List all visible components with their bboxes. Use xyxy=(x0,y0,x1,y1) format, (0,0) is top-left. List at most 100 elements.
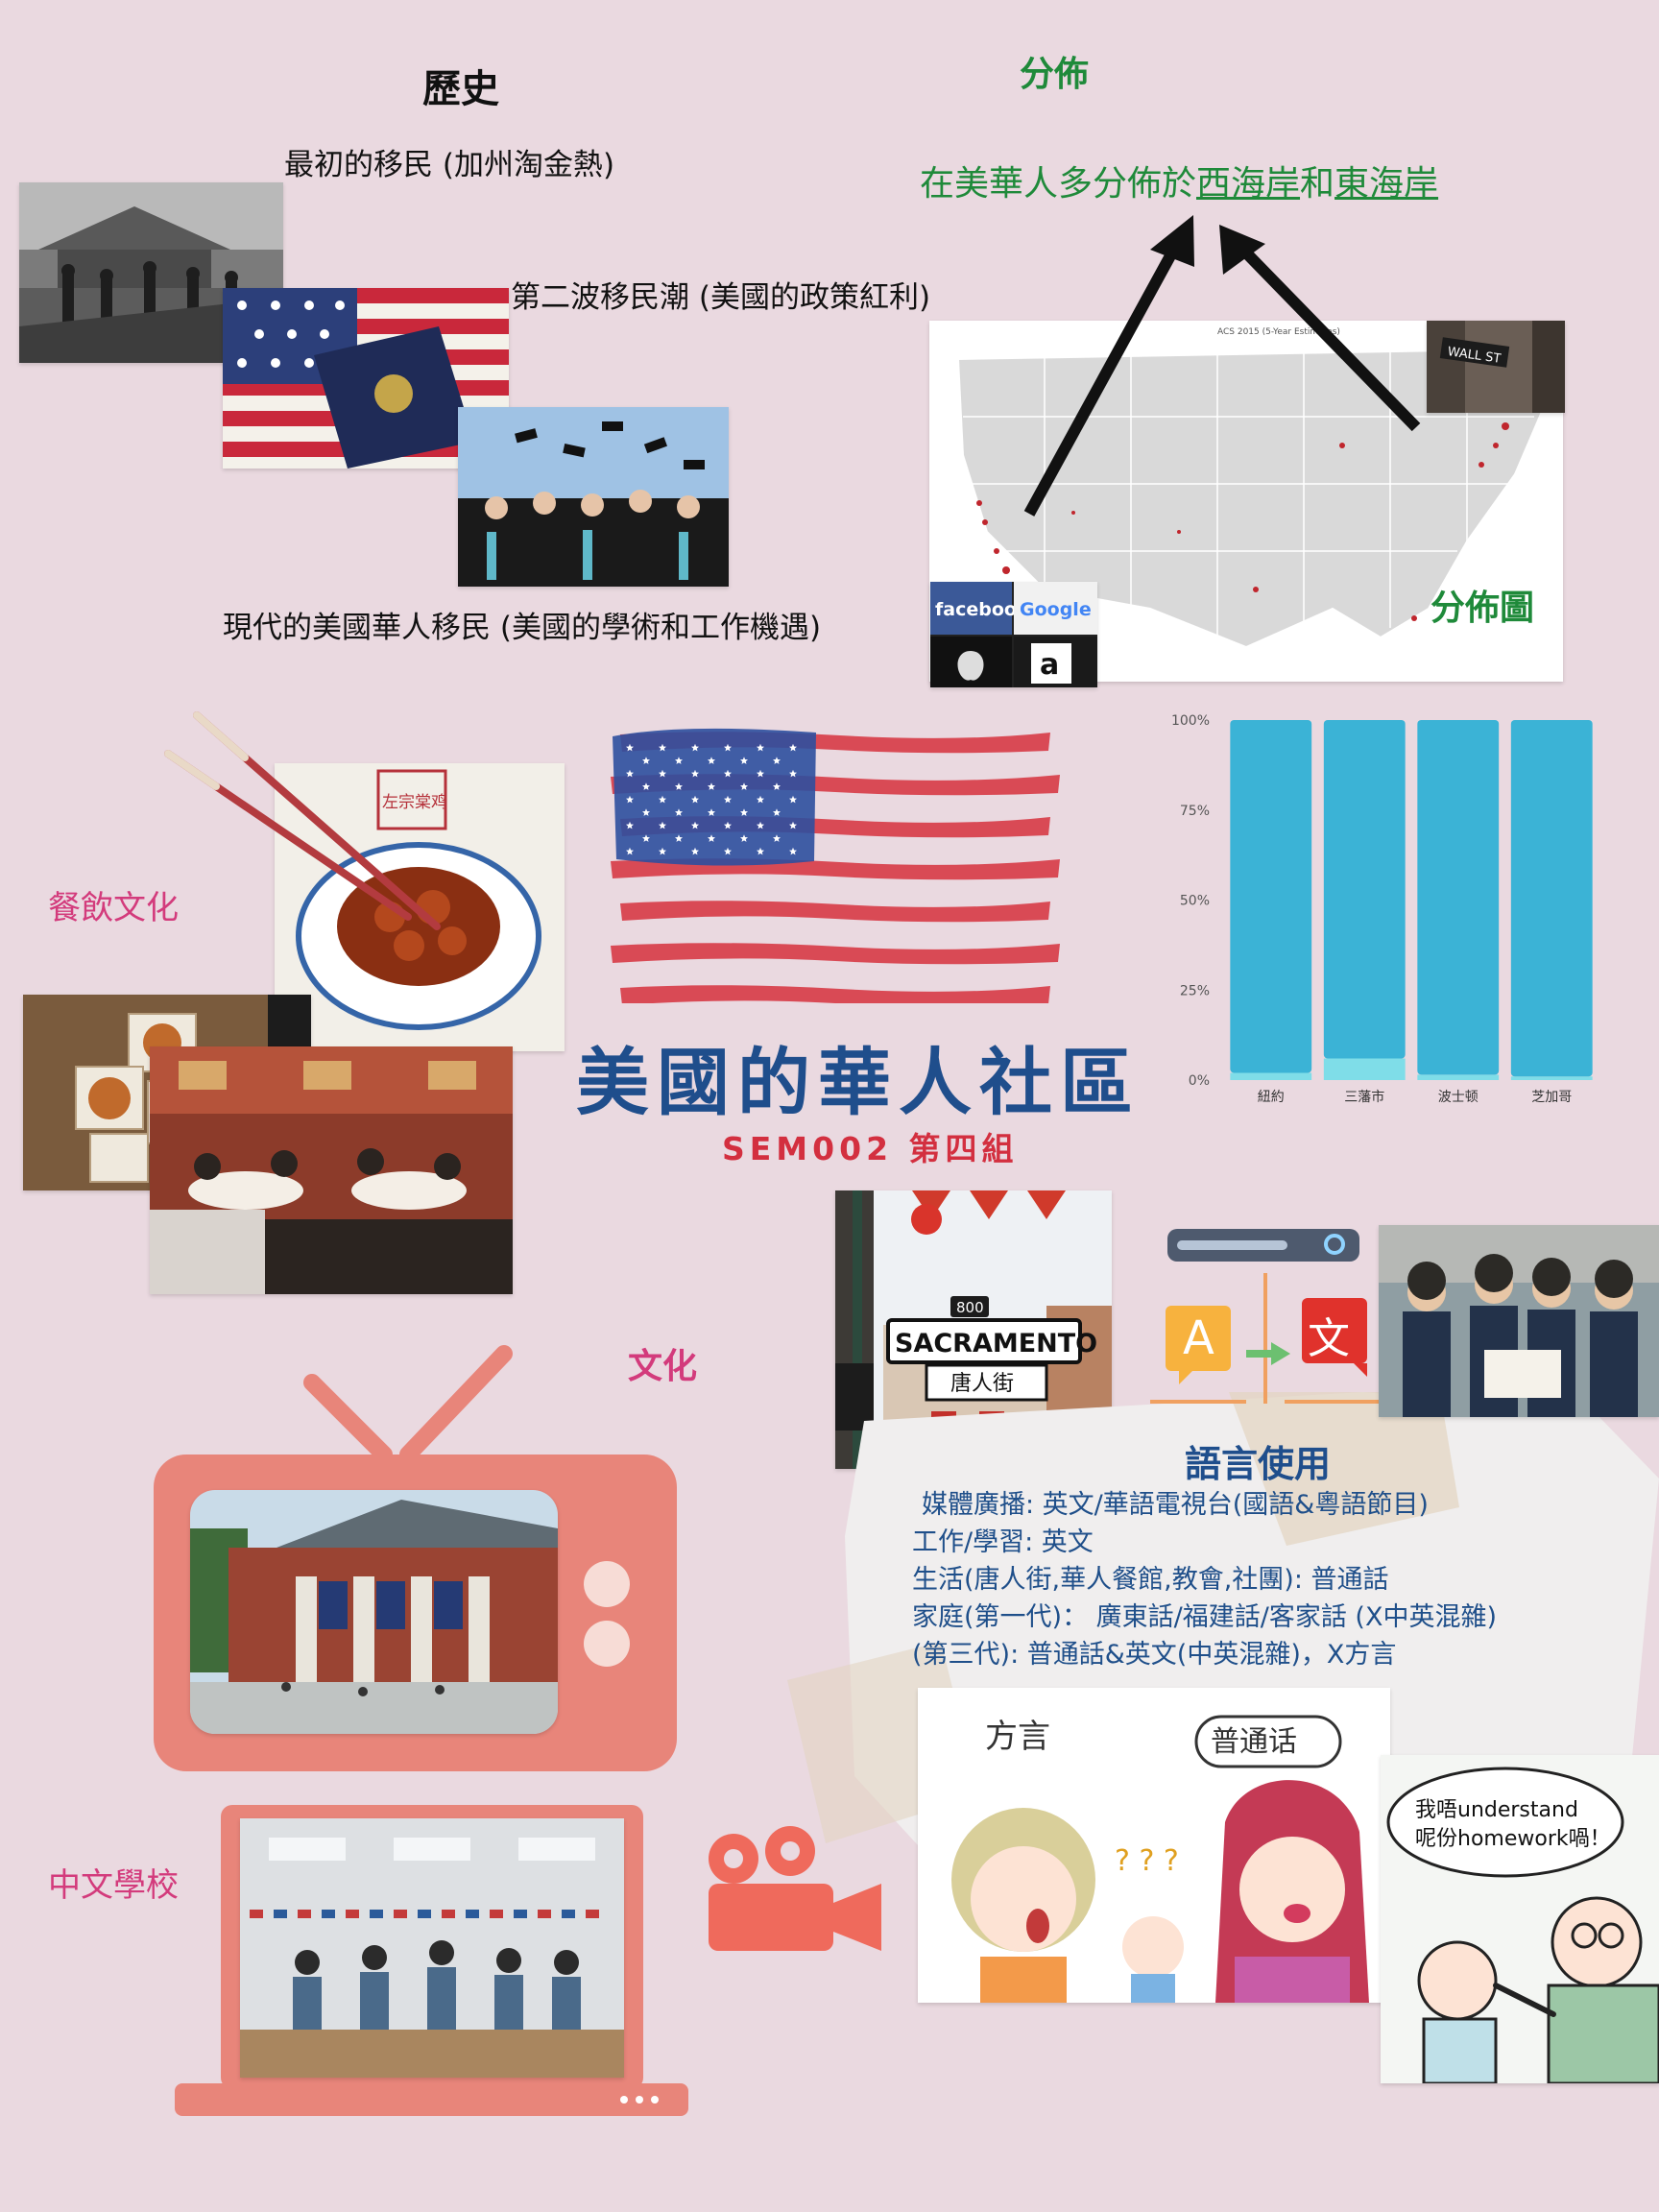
bar-segment xyxy=(1230,720,1312,1073)
flag-star xyxy=(675,834,683,842)
x-category-label: 三藩市 xyxy=(1344,1089,1384,1105)
flag-star xyxy=(724,821,732,830)
flag-star xyxy=(708,782,715,790)
flag-star xyxy=(642,782,650,790)
bar-segment xyxy=(1510,1076,1593,1080)
subtitle: SEM002 第四組 xyxy=(722,1130,1019,1167)
y-tick-label: 100% xyxy=(1171,713,1210,729)
language-heading: 語言使用 xyxy=(1185,1443,1332,1485)
history-wave1-label: 最初的移民 (加州淘金熱) xyxy=(284,148,615,182)
culture-heading: 文化 xyxy=(628,1347,698,1386)
y-tick-label: 75% xyxy=(1180,804,1210,819)
flag-star xyxy=(757,743,764,752)
flag-star xyxy=(626,743,634,752)
flag-star xyxy=(659,743,666,752)
language-lines: 媒體廣播: 英文/華語電視台(國語&粵語節目) 工作/學習: 英文 生活(唐人街… xyxy=(912,1486,1497,1673)
banquet-hall-photo xyxy=(150,1046,513,1294)
distribution-heading: 分佈 xyxy=(1020,55,1090,94)
flag-red-stripe xyxy=(620,901,1050,923)
facebook-logo-text: facebook xyxy=(935,599,1029,620)
language-line-life: 生活(唐人街,華人餐館,教會,社團): 普通話 xyxy=(912,1565,1389,1595)
flag-star xyxy=(675,782,683,790)
language-line-family-first: 家庭(第一代)： 廣東話/福建話/客家話 (X中英混雜) xyxy=(912,1602,1497,1632)
flag-star xyxy=(740,757,748,764)
flag-star xyxy=(659,821,666,830)
flag-star xyxy=(691,743,699,752)
flag-star xyxy=(724,743,732,752)
svg-text:? ? ?: ? ? ? xyxy=(1115,1844,1179,1878)
flag-star xyxy=(626,795,634,804)
flag-star xyxy=(642,834,650,842)
chinese-school-classroom-photo xyxy=(240,1818,624,2078)
wall-street-photo: WALL ST xyxy=(1427,321,1565,413)
map-label: 分佈圖 xyxy=(1431,589,1535,628)
east-coast-label: 東海岸 xyxy=(1334,164,1439,204)
bar-segment xyxy=(1230,1072,1312,1080)
language-line-media: 媒體廣播: 英文/華語電視台(國語&粵語節目) xyxy=(922,1490,1429,1520)
community-building-photo xyxy=(190,1490,558,1734)
flag-star xyxy=(724,847,732,855)
flag-star xyxy=(740,834,748,842)
flag-star xyxy=(659,795,666,804)
flag-star xyxy=(642,808,650,816)
food-heading: 餐飲文化 xyxy=(48,889,179,927)
quote-line1-text: 我唔understand xyxy=(1415,1798,1578,1822)
flag-star xyxy=(789,821,797,830)
y-tick-label: 50% xyxy=(1180,894,1210,909)
distribution-text-prefix: 在美華人多分佈於 xyxy=(920,164,1197,204)
history-heading: 歷史 xyxy=(422,67,499,111)
distribution-statement: 在美華人多分佈於西海岸和東海岸 xyxy=(920,156,1438,205)
history-wave3-label: 現代的美國華人移民 (美國的學術和工作機遇) xyxy=(223,611,822,645)
chinatown-sign-text: 唐人街 xyxy=(950,1372,1014,1396)
dish-sign-text: 左宗棠鸡 xyxy=(382,793,447,812)
west-coast-label: 西海岸 xyxy=(1196,164,1301,204)
students-photo xyxy=(1379,1225,1659,1417)
flag-star xyxy=(757,821,764,830)
flag-star xyxy=(773,808,781,816)
mandarin-bubble-text: 普通话 xyxy=(1211,1725,1297,1759)
flag-star xyxy=(789,769,797,778)
quote-line2-text: 呢份homework喎！ xyxy=(1415,1827,1611,1851)
street-number-text: 800 xyxy=(956,1299,984,1316)
flag-star xyxy=(773,834,781,842)
flag-red-stripe xyxy=(611,943,1060,965)
flag-star xyxy=(626,821,634,830)
arrows-graphic xyxy=(1023,215,1421,517)
bar-segment xyxy=(1323,1058,1406,1080)
x-category-label: 波士顿 xyxy=(1438,1090,1479,1105)
bar-segment xyxy=(1417,720,1500,1075)
translate-icon-wen: 文 xyxy=(1308,1314,1350,1363)
flag-star xyxy=(757,769,764,778)
flag-star xyxy=(708,757,715,764)
flag-star xyxy=(626,769,634,778)
x-category-label: 紐約 xyxy=(1258,1090,1285,1105)
flag-star xyxy=(691,821,699,830)
dialect-bubble-text: 方言 xyxy=(985,1718,1050,1756)
flag-red-stripe xyxy=(620,985,1050,1003)
flag-star xyxy=(757,795,764,804)
flag-star xyxy=(773,782,781,790)
flag-star xyxy=(675,757,683,764)
flag-star xyxy=(691,769,699,778)
flag-star xyxy=(708,808,715,816)
main-title: 美國的華人社區 xyxy=(576,1040,1141,1125)
flag-star xyxy=(691,847,699,855)
y-tick-label: 25% xyxy=(1180,983,1210,998)
x-category-label: 芝加哥 xyxy=(1531,1090,1572,1105)
translate-icon-a: A xyxy=(1183,1311,1214,1365)
chopsticks-graphic xyxy=(164,711,441,930)
tech-brands-photo: facebook Google a xyxy=(930,582,1097,687)
flag-canton xyxy=(613,728,816,866)
flag-star xyxy=(675,808,683,816)
language-line-family-third: (第三代): 普通話&英文(中英混雜)，X方言 xyxy=(912,1640,1397,1670)
map-header-text: ACS 2015 (5-Year Estimates) xyxy=(1217,327,1340,337)
school-heading: 中文學校 xyxy=(48,1866,179,1905)
graduation-photo xyxy=(458,407,729,587)
translate-icon xyxy=(1150,1229,1381,1404)
general-tso-chicken-photo: 左宗棠鸡 xyxy=(275,763,565,1051)
flag-star xyxy=(691,795,699,804)
flag-star xyxy=(789,847,797,855)
mixed-language-cartoon: 我唔understand 呢份homework喎！ xyxy=(1381,1755,1659,2083)
dialect-mandarin-cartoon: 方言 普通话 ? ? ? xyxy=(918,1688,1390,2003)
flag-star xyxy=(724,769,732,778)
